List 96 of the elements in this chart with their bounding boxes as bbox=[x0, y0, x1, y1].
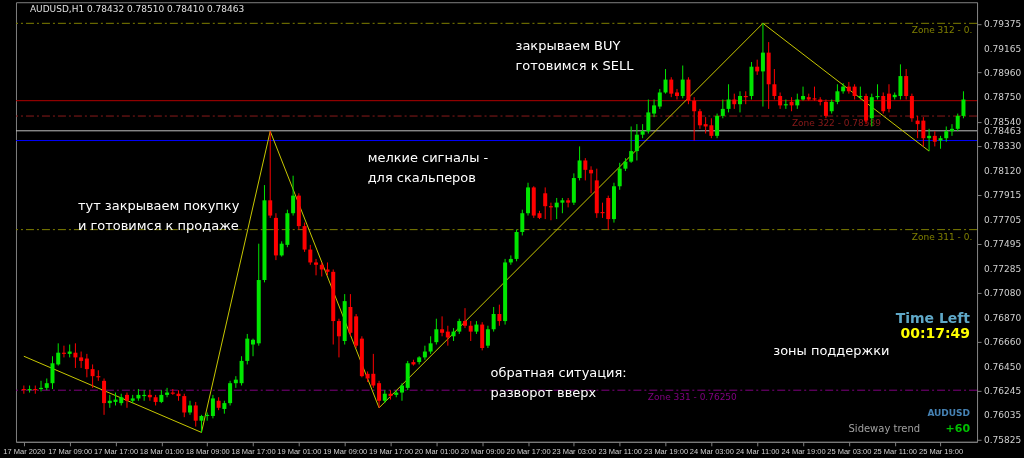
y-tick-label: 0.77080 bbox=[984, 287, 1022, 298]
candlestick bbox=[182, 393, 187, 418]
candlestick bbox=[543, 186, 548, 220]
y-tick-label: 0.79375 bbox=[984, 18, 1022, 29]
annotation: Time Left bbox=[895, 309, 971, 326]
candlestick bbox=[124, 392, 129, 409]
candlestick bbox=[251, 338, 256, 357]
candlestick bbox=[577, 145, 582, 181]
candlestick bbox=[961, 90, 966, 119]
y-tick-label: 0.77495 bbox=[984, 239, 1022, 250]
candlestick bbox=[881, 91, 886, 115]
candlestick bbox=[314, 258, 319, 276]
candlestick bbox=[239, 355, 244, 387]
candlestick bbox=[835, 83, 840, 105]
y-tick-label: 0.76870 bbox=[984, 312, 1022, 323]
candlestick bbox=[778, 91, 783, 110]
y-tick-label: 0.75825 bbox=[984, 435, 1022, 446]
candlestick bbox=[583, 157, 588, 181]
candlestick bbox=[268, 130, 273, 219]
annotation: AUDUSD bbox=[927, 407, 971, 418]
candlestick bbox=[485, 325, 490, 349]
annotation: закрываем BUY готовимся к SELL bbox=[515, 38, 635, 74]
candlestick bbox=[245, 333, 250, 365]
candlestick bbox=[463, 307, 467, 329]
candlestick bbox=[520, 209, 525, 236]
candlestick bbox=[399, 382, 404, 402]
candlestick bbox=[377, 380, 382, 409]
annotation: +60 bbox=[945, 421, 971, 435]
candlestick bbox=[801, 86, 806, 102]
candlestick bbox=[686, 76, 691, 105]
candlestick bbox=[228, 380, 233, 406]
candlestick bbox=[692, 96, 697, 142]
candlestick bbox=[697, 108, 702, 130]
candlestick bbox=[434, 318, 439, 345]
y-tick-label: 0.76245 bbox=[984, 385, 1022, 396]
annotation: 00:17:49 bbox=[900, 324, 971, 341]
candlestick bbox=[657, 88, 662, 110]
candlestick bbox=[617, 162, 622, 191]
candlestick bbox=[56, 342, 61, 367]
candlestick bbox=[188, 400, 192, 416]
candlestick bbox=[715, 113, 720, 139]
annotation: мелкие сигналы - для скальперов bbox=[367, 150, 489, 186]
candlestick bbox=[720, 99, 725, 119]
candlestick bbox=[634, 123, 639, 161]
candlestick bbox=[904, 68, 909, 101]
ref-line-label: Zone 331 - 0.76250 bbox=[647, 392, 738, 403]
candlestick bbox=[909, 93, 914, 123]
candlestick bbox=[302, 222, 307, 253]
y-tick-label: 0.78330 bbox=[984, 141, 1022, 152]
chart-title: AUDUSD,H1 0.78432 0.78510 0.78410 0.78463 bbox=[29, 4, 245, 15]
candlestick bbox=[760, 22, 765, 108]
y-tick-label: 0.78750 bbox=[984, 92, 1022, 103]
y-tick-label: 0.79165 bbox=[984, 43, 1022, 54]
y-tick-label: 0.77915 bbox=[984, 190, 1022, 201]
candlestick bbox=[102, 377, 107, 416]
candlestick bbox=[566, 197, 571, 208]
candlestick bbox=[480, 321, 485, 351]
candlestick bbox=[84, 353, 89, 378]
candlestick bbox=[497, 304, 502, 327]
candlestick bbox=[646, 99, 651, 135]
y-tick-label: 0.76660 bbox=[984, 337, 1022, 348]
annotation: тут закрываем покупку и готовимся к продаже bbox=[77, 198, 240, 233]
annotation: обратная ситуация: разворот вверх bbox=[490, 364, 627, 400]
ref-line-label: Zone 312 - 0. bbox=[911, 25, 973, 36]
candlestick bbox=[772, 68, 777, 101]
annotation: Sideway trend bbox=[848, 422, 921, 434]
y-tick-label: 0.76035 bbox=[984, 410, 1022, 421]
candlestick bbox=[629, 125, 634, 164]
candlestick bbox=[468, 320, 473, 342]
candlestick bbox=[674, 88, 679, 101]
candlestick bbox=[50, 355, 55, 390]
candlestick bbox=[90, 363, 95, 389]
candlestick bbox=[193, 401, 198, 428]
candlestick bbox=[491, 306, 496, 333]
candlestick bbox=[886, 83, 891, 113]
annotation: зоны поддержки bbox=[773, 342, 890, 358]
y-tick-label: 0.78463 bbox=[984, 125, 1022, 136]
candlestick bbox=[663, 68, 668, 95]
candlestick bbox=[79, 351, 84, 369]
candlestick bbox=[680, 65, 685, 99]
candlestick bbox=[440, 315, 445, 337]
y-tick-label: 0.77705 bbox=[984, 214, 1022, 225]
candlestick bbox=[210, 394, 215, 419]
ref-line-label: Zone 311 - 0. bbox=[911, 231, 973, 242]
y-tick-label: 0.78540 bbox=[984, 116, 1022, 127]
candlestick bbox=[738, 90, 743, 113]
candlestick bbox=[308, 244, 313, 266]
y-tick-label: 0.78120 bbox=[984, 166, 1022, 177]
y-tick-label: 0.77285 bbox=[984, 263, 1022, 274]
candlestick bbox=[291, 175, 296, 217]
candlestick bbox=[823, 99, 828, 119]
candlestick bbox=[669, 76, 674, 98]
candlestick bbox=[336, 318, 341, 358]
y-tick-label: 0.76450 bbox=[984, 361, 1022, 372]
candlestick bbox=[726, 83, 731, 113]
y-tick-label: 0.78960 bbox=[984, 67, 1022, 78]
